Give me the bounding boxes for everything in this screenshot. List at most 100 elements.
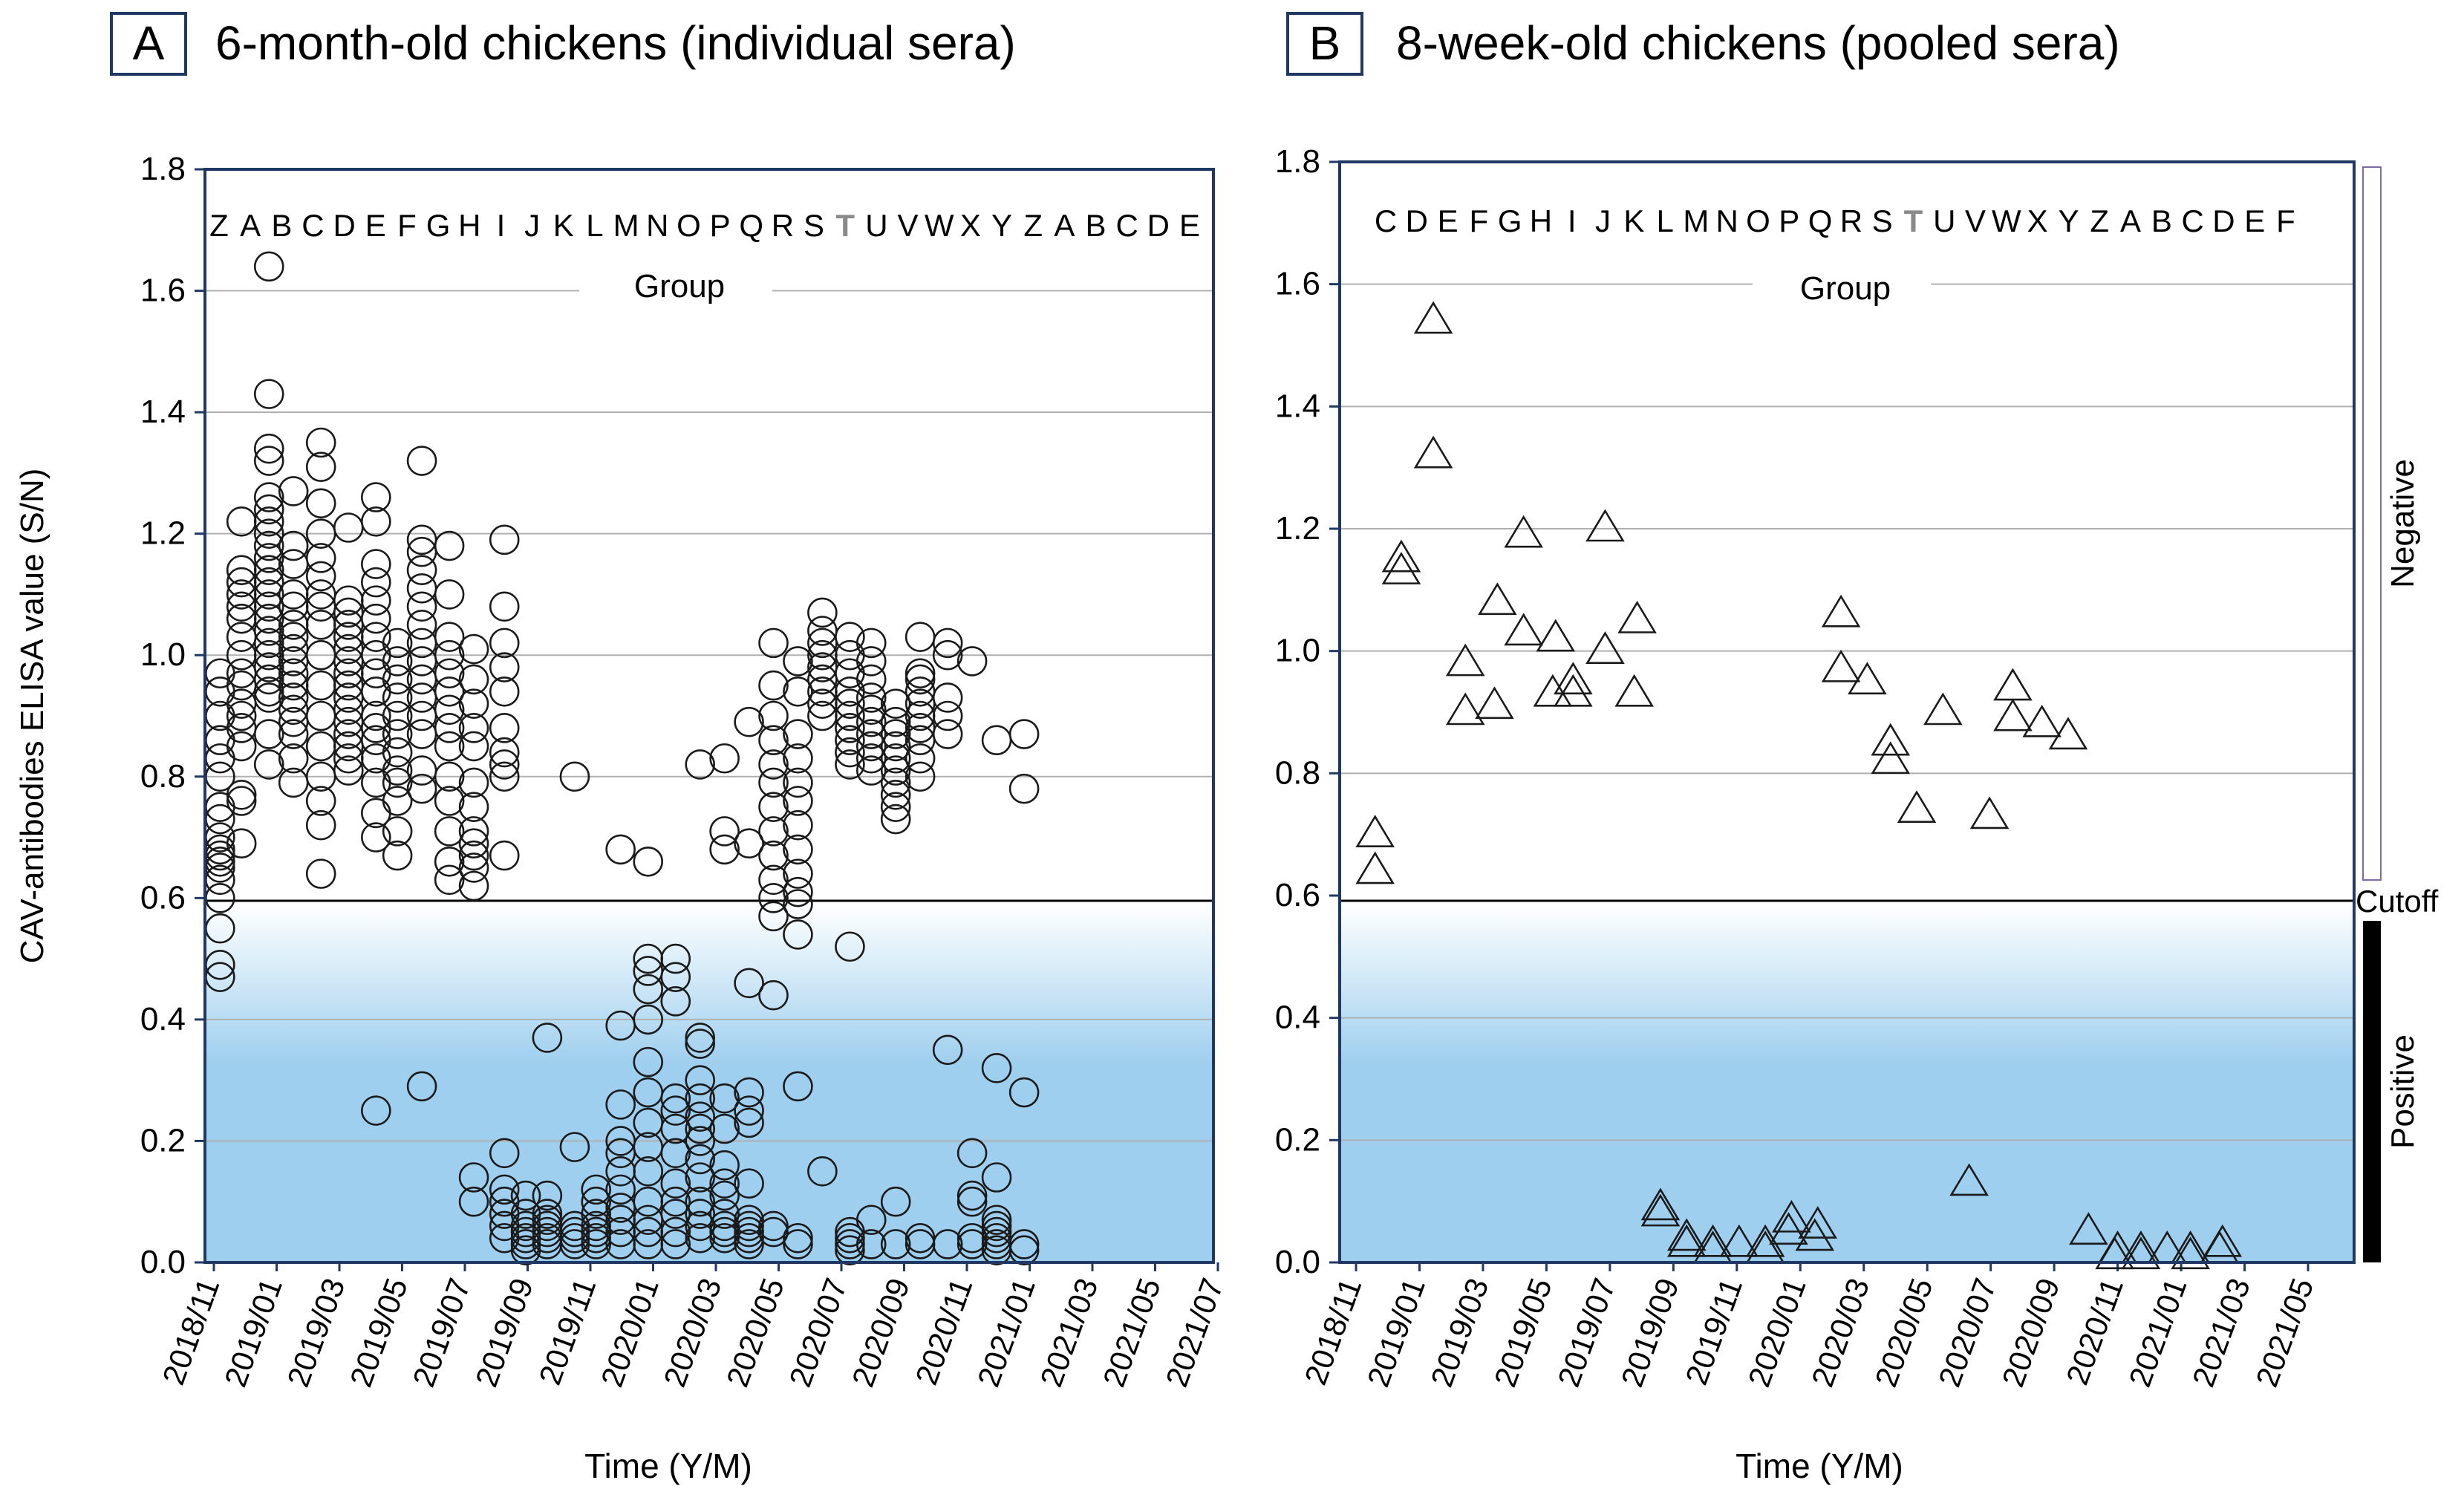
group-letter: X	[960, 208, 981, 243]
data-point	[855, 1205, 887, 1236]
data-point	[1355, 815, 1395, 847]
data-point	[458, 767, 489, 798]
y-tick-label: 0.0	[140, 1244, 186, 1280]
data-point	[1871, 741, 1911, 775]
data-point	[305, 561, 336, 592]
data-point	[734, 1168, 764, 1199]
data-point	[734, 1210, 764, 1242]
group-letter: B	[1086, 208, 1106, 243]
data-point	[685, 1113, 716, 1144]
data-point	[278, 743, 309, 774]
data-point	[880, 803, 911, 835]
panel-b-plot-frame	[1338, 160, 2356, 1264]
data-point	[835, 622, 865, 652]
data-point	[660, 1216, 691, 1248]
data-point	[758, 792, 789, 822]
data-point	[855, 682, 887, 713]
data-point	[855, 646, 887, 677]
data-point	[532, 1199, 563, 1229]
group-letter: E	[2244, 203, 2265, 238]
y-tick-label: 1.8	[140, 151, 186, 187]
group-letter: Z	[209, 208, 229, 243]
data-point	[734, 1095, 764, 1126]
data-point	[783, 858, 813, 889]
data-point	[855, 743, 887, 774]
data-point	[660, 1199, 691, 1229]
data-point	[981, 1053, 1012, 1083]
x-tick-label: 2021/03	[1033, 1274, 1104, 1392]
x-tick-label: 2019/03	[280, 1274, 351, 1392]
group-letter: C	[1375, 203, 1397, 238]
data-point	[734, 1216, 764, 1248]
panel-a-points	[205, 251, 1040, 1265]
data-point	[855, 719, 887, 749]
data-point	[253, 628, 284, 659]
data-point	[855, 755, 887, 786]
data-point	[458, 853, 489, 883]
panel-a-gridlines	[205, 290, 1213, 1142]
group-letter: L	[1656, 203, 1673, 238]
x-tick-label: 2019/09	[469, 1274, 540, 1392]
x-tick-label: 2020/11	[2059, 1274, 2130, 1389]
data-point	[226, 828, 257, 859]
data-point	[361, 1095, 391, 1126]
x-tick-label: 2020/05	[1868, 1274, 1940, 1392]
group-letter: N	[646, 208, 668, 243]
data-point	[382, 755, 413, 786]
data-point	[434, 676, 465, 707]
data-point	[1640, 1187, 1681, 1221]
data-point	[783, 676, 813, 707]
negative-label: Negative	[2385, 459, 2421, 588]
data-point	[489, 737, 520, 768]
group-letter: I	[497, 208, 506, 243]
x-tick-label: 2020/09	[1995, 1274, 2066, 1392]
data-point	[758, 1210, 789, 1242]
data-point	[305, 579, 336, 610]
group-letter: F	[2276, 203, 2295, 238]
x-tick-label: 2019/03	[1424, 1274, 1495, 1392]
data-point	[758, 749, 789, 780]
data-point	[382, 816, 413, 847]
x-tick-label: 2020/07	[782, 1274, 853, 1392]
data-point	[581, 1210, 612, 1242]
data-point	[932, 639, 963, 671]
data-point	[685, 1199, 716, 1229]
group-letter: Z	[1023, 208, 1043, 243]
data-point	[758, 883, 789, 913]
data-point	[559, 761, 590, 792]
y-tick-label: 0.4	[1275, 1000, 1320, 1036]
data-point	[956, 1180, 988, 1211]
x-tick-label: 2020/11	[908, 1274, 979, 1389]
data-point	[1008, 773, 1040, 804]
group-letter: D	[1406, 203, 1428, 238]
data-point	[1585, 509, 1625, 542]
data-point	[305, 488, 336, 519]
data-point	[489, 652, 520, 682]
data-point	[709, 1222, 740, 1254]
data-point	[685, 1186, 716, 1217]
data-point	[1533, 674, 1573, 707]
data-point	[458, 713, 489, 743]
data-point	[253, 482, 284, 512]
data-point	[489, 524, 520, 555]
data-point	[434, 786, 465, 816]
data-point	[382, 628, 413, 659]
data-point	[932, 719, 963, 749]
data-point	[734, 968, 764, 999]
data-point	[758, 670, 789, 701]
data-point	[434, 639, 465, 671]
y-tick-label: 1.8	[1275, 143, 1320, 180]
y-tick-label: 1.6	[1275, 266, 1320, 302]
data-point	[709, 834, 740, 865]
data-point	[406, 555, 437, 586]
y-tick-label: 0.2	[140, 1122, 186, 1158]
panel-a-group-label: Group	[634, 268, 725, 304]
panel-a: A 6-month-old chickens (individual sera)…	[14, 12, 1230, 1485]
data-point	[880, 743, 911, 774]
data-point	[1504, 515, 1543, 548]
data-point	[880, 755, 911, 786]
data-point	[685, 1222, 716, 1254]
data-point	[581, 1186, 612, 1217]
data-point	[1554, 662, 1593, 695]
